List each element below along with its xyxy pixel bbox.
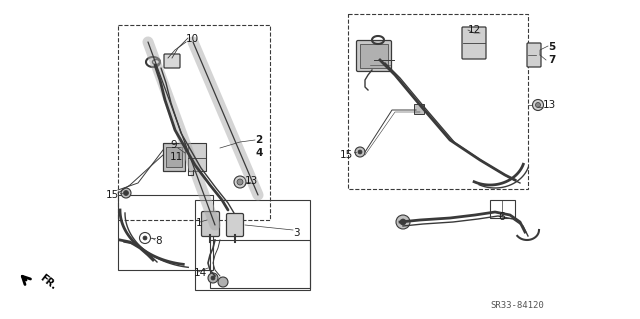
Circle shape [143,236,147,240]
Text: 13: 13 [543,100,556,110]
Bar [188,143,206,171]
FancyBboxPatch shape [202,211,220,236]
Bar [348,14,528,189]
FancyBboxPatch shape [527,43,541,67]
Text: 12: 12 [468,25,481,35]
Text: 2: 2 [255,135,262,145]
Text: 4: 4 [255,148,262,158]
Text: 8: 8 [155,236,162,246]
FancyBboxPatch shape [227,213,243,236]
Circle shape [532,100,543,110]
Bar [118,195,213,270]
Circle shape [121,188,131,198]
Text: SR33-84120: SR33-84120 [490,301,544,310]
Bar [163,143,185,171]
Circle shape [237,179,243,185]
Circle shape [124,190,129,196]
Text: 15: 15 [106,190,119,200]
Bar [118,25,270,220]
Circle shape [396,215,410,229]
Text: 9: 9 [170,140,177,150]
Bar [195,200,310,290]
Text: 1: 1 [196,218,203,228]
Circle shape [358,150,362,154]
Bar [490,200,515,218]
Circle shape [211,276,215,280]
Bar [166,147,182,167]
Text: 15: 15 [340,150,353,160]
Text: FR.: FR. [38,273,58,292]
Text: 11: 11 [170,152,183,162]
Circle shape [355,147,365,157]
Text: 6: 6 [498,212,504,222]
Text: 3: 3 [293,228,300,238]
Bar [210,240,310,288]
FancyBboxPatch shape [164,54,180,68]
Circle shape [218,277,228,287]
Text: 13: 13 [245,176,259,186]
Bar [360,44,388,68]
Circle shape [208,273,218,283]
Circle shape [400,219,406,225]
Bar [414,104,424,114]
Text: 7: 7 [548,55,556,65]
Circle shape [234,176,246,188]
FancyBboxPatch shape [356,41,392,71]
Text: 5: 5 [548,42,556,52]
Circle shape [536,102,541,108]
Text: 14: 14 [194,268,207,278]
Text: 10: 10 [186,34,199,44]
FancyBboxPatch shape [462,27,486,59]
